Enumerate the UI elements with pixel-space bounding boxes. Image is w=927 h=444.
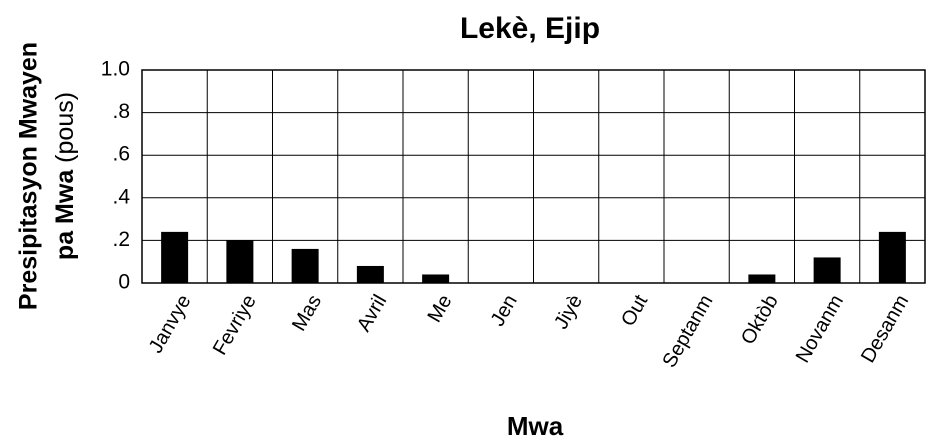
x-tick-label: Jiyè xyxy=(550,291,587,333)
y-axis-unit: (pous) xyxy=(51,92,79,163)
y-tick-label: 0 xyxy=(118,271,130,294)
chart-title: Lekè, Ejip xyxy=(460,12,600,45)
x-tick-label: Out xyxy=(617,291,652,330)
y-tick-label: .6 xyxy=(112,143,130,166)
x-tick-label: Novanm xyxy=(792,291,848,367)
bar xyxy=(356,265,384,283)
bar xyxy=(226,240,254,283)
y-tick-label: .4 xyxy=(112,185,130,208)
x-tick-label: Septanm xyxy=(658,291,717,371)
x-axis-title: Mwa xyxy=(507,411,564,441)
y-axis-title-line: Presipitasyon Mwayen xyxy=(15,42,43,310)
y-axis-title-line: pa Mwa (pous) xyxy=(51,92,79,260)
bar xyxy=(878,231,906,283)
x-tick-label: Janvye xyxy=(145,291,196,357)
y-axis-title-part: pa Mwa xyxy=(51,169,79,260)
y-tick-label: .2 xyxy=(112,228,130,251)
bar xyxy=(748,274,776,283)
x-tick-label: Jen xyxy=(487,291,522,330)
bar xyxy=(291,248,319,283)
bar xyxy=(161,231,189,283)
x-tick-label: Desanm xyxy=(857,291,913,367)
plot-border xyxy=(141,69,926,284)
x-tick-label: Mas xyxy=(288,291,326,335)
x-tick-label: Avril xyxy=(353,291,391,335)
y-tick-label: 1.0 xyxy=(101,58,130,81)
bar xyxy=(813,257,841,283)
y-tick-label: .8 xyxy=(112,100,130,123)
y-axis-title: Presipitasyon Mwayen pa Mwa (pous) xyxy=(15,42,79,310)
x-tick-label: Fevriye xyxy=(209,291,261,359)
x-tick-label: Oktòb xyxy=(737,291,783,348)
bar xyxy=(422,274,450,283)
x-tick-label: Me xyxy=(424,291,457,326)
